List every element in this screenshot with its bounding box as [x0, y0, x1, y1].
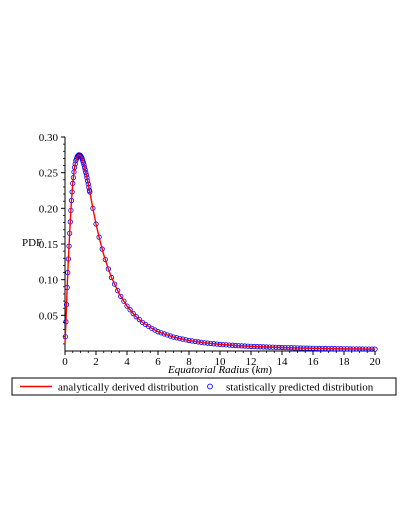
data-point [133, 314, 139, 320]
x-tick-label: 20 [370, 356, 382, 368]
y-tick-label: 0.30 [39, 132, 59, 144]
data-point [164, 332, 170, 338]
data-point [124, 303, 130, 309]
y-tick-label: 0.20 [39, 203, 59, 215]
data-point [105, 266, 112, 272]
x-tick-label: 4 [124, 356, 130, 368]
x-axis-label-open-paren: ( [249, 364, 256, 376]
legend-label-statistical: statistically predicted distribution [226, 382, 374, 394]
y-tick-label: 0.10 [39, 275, 59, 287]
x-tick-label: 14 [277, 356, 289, 368]
data-point [136, 317, 142, 323]
legend: analytically derived distribution statis… [11, 377, 397, 396]
x-axis-label-name: Equatorial Radius [167, 364, 249, 376]
data-point [155, 329, 161, 335]
legend-point-swatch [207, 383, 213, 390]
x-tick-label: 0 [62, 356, 68, 368]
x-tick-label: 12 [246, 356, 257, 368]
series-analytical-line [64, 153, 376, 350]
y-tick-label: 0.25 [39, 168, 59, 180]
data-point [161, 331, 167, 337]
x-tick-label: 6 [155, 356, 161, 368]
x-axis-label-close-paren: ) [268, 364, 272, 376]
y-ticks: 0.05 0.10 0.15 0.20 0.25 0.30 [39, 132, 65, 345]
data-point [121, 298, 127, 304]
x-tick-label: 10 [215, 356, 227, 368]
data-point [158, 330, 164, 336]
x-tick-label: 18 [339, 356, 351, 368]
x-tick-label: 2 [93, 356, 99, 368]
series-statistical-points [62, 152, 378, 352]
y-axis-label: PDF [22, 237, 42, 249]
x-tick-label: 16 [308, 356, 320, 368]
data-point [167, 333, 173, 339]
data-point [112, 281, 118, 287]
y-tick-label: 0.05 [39, 310, 59, 322]
x-axis-label-unit: km [255, 364, 268, 376]
data-point [108, 274, 115, 281]
data-point [115, 288, 121, 294]
data-point [118, 293, 124, 299]
x-axis-label: Equatorial Radius (km) [167, 364, 272, 376]
legend-box [11, 377, 397, 396]
data-point [127, 307, 133, 313]
axes [64, 137, 375, 352]
x-tick-label: 8 [186, 356, 192, 368]
x-ticks: 0 2 4 6 8 10 12 14 16 18 20 [62, 351, 381, 368]
data-point [130, 310, 136, 317]
legend-label-analytical: analytically derived distribution [58, 382, 199, 394]
y-tick-label: 0.15 [39, 239, 59, 251]
